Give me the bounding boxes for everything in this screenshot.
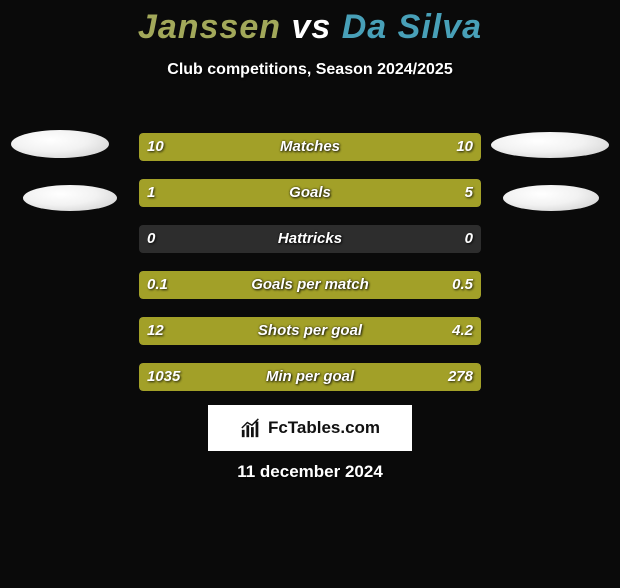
stat-label: Matches: [139, 133, 481, 161]
bars-icon: [240, 417, 262, 439]
comparison-chart: 1010Matches 15Goals 00Hattricks 0.10.5Goals…: [139, 133, 481, 409]
comparison-title: Janssen vs Da Silva: [0, 8, 620, 47]
source-text: FcTables.com: [268, 418, 380, 438]
player2-name: Da Silva: [342, 8, 482, 46]
stat-label: Goals per match: [139, 271, 481, 299]
stat-row: 124.2Shots per goal: [139, 317, 481, 345]
decorative-ellipse: [491, 132, 609, 158]
source-badge: FcTables.com: [208, 405, 412, 451]
date-text: 11 december 2024: [0, 462, 620, 482]
decorative-ellipse: [503, 185, 599, 211]
stat-label: Goals: [139, 179, 481, 207]
stat-label: Shots per goal: [139, 317, 481, 345]
stat-row: 1035278Min per goal: [139, 363, 481, 391]
stat-row: 1010Matches: [139, 133, 481, 161]
player1-name: Janssen: [138, 8, 281, 46]
decorative-ellipse: [11, 130, 109, 158]
stat-row: 00Hattricks: [139, 225, 481, 253]
stat-label: Hattricks: [139, 225, 481, 253]
stat-row: 0.10.5Goals per match: [139, 271, 481, 299]
stat-label: Min per goal: [139, 363, 481, 391]
subtitle: Club competitions, Season 2024/2025: [0, 61, 620, 79]
decorative-ellipse: [23, 185, 117, 211]
vs-text: vs: [291, 8, 331, 46]
stat-row: 15Goals: [139, 179, 481, 207]
